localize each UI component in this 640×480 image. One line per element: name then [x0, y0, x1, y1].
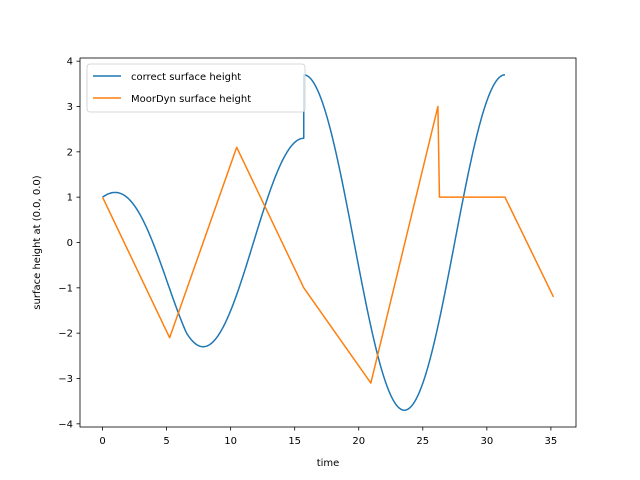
y-tick-label: 2: [67, 147, 73, 158]
x-axis-label: time: [317, 458, 340, 469]
x-tick-label: 5: [163, 436, 169, 447]
legend-label-correct: correct surface height: [131, 72, 241, 83]
x-tick-label: 25: [416, 436, 429, 447]
y-tick-label: −3: [58, 374, 73, 385]
y-tick-label: 1: [67, 193, 73, 204]
y-tick-label: 4: [67, 57, 73, 68]
x-tick-label: 15: [288, 436, 301, 447]
x-tick-label: 35: [545, 436, 558, 447]
y-tick-label: 0: [67, 238, 73, 249]
x-tick-label: 20: [352, 436, 365, 447]
y-axis: −4 −3 −2 −1 0 1 2 3 4: [58, 57, 80, 430]
x-tick-label: 30: [480, 436, 493, 447]
y-tick-label: −2: [58, 329, 73, 340]
legend-box: [86, 63, 306, 113]
x-axis: 0 5 10 15 20 25 30 35: [99, 427, 557, 447]
x-tick-label: 0: [99, 436, 105, 447]
legend-label-moordyn: MoorDyn surface height: [131, 94, 251, 105]
y-tick-label: −4: [58, 419, 73, 430]
legend: correct surface height MoorDyn surface h…: [86, 63, 306, 113]
series-line-1: [101, 105, 555, 384]
x-tick-label: 10: [224, 436, 237, 447]
y-axis-label: surface height at (0.0, 0.0): [32, 175, 43, 309]
y-tick-label: −1: [58, 283, 73, 294]
y-tick-label: 3: [67, 102, 73, 113]
